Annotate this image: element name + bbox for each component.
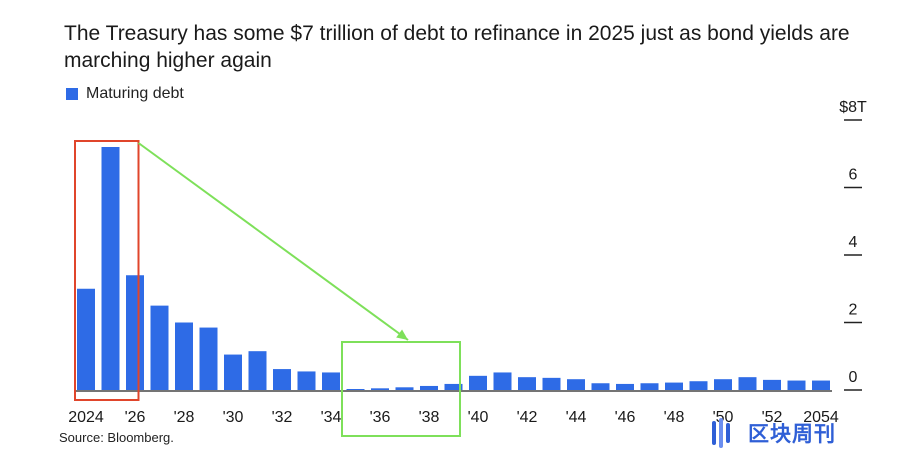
x-tick-label: '38 (419, 409, 440, 426)
y-tick-label: 2 (849, 302, 858, 319)
bar (714, 379, 732, 390)
watermark-text: 区块周刊 (748, 422, 836, 446)
legend-label: Maturing debt (86, 85, 184, 102)
y-tick-label: 4 (849, 234, 858, 251)
bar (444, 383, 463, 390)
watermark-logo-icon (712, 418, 730, 448)
bar (787, 380, 806, 390)
y-tick-label: 6 (849, 167, 858, 184)
bar (77, 288, 95, 390)
x-tick-label: '30 (223, 409, 244, 426)
x-tick-label: '52 (762, 409, 783, 426)
x-tick-label: '48 (664, 409, 685, 426)
bar (420, 385, 438, 390)
bar (640, 383, 659, 390)
highlight-box-green (341, 341, 461, 437)
bar (346, 389, 365, 390)
x-tick-label: '42 (517, 409, 538, 426)
bar (150, 305, 169, 390)
x-tick-label: '50 (713, 409, 734, 426)
bar (542, 377, 561, 390)
x-tick-label: '34 (321, 409, 342, 426)
x-tick-label: '28 (174, 409, 195, 426)
bar (395, 387, 414, 390)
source-note: Source: Bloomberg. (59, 430, 174, 445)
chart-legend: Maturing debt (66, 85, 184, 103)
x-tick-label: 2024 (68, 409, 104, 426)
bar (273, 369, 291, 390)
bar (518, 377, 536, 390)
bar (322, 372, 340, 390)
chart-title: The Treasury has some $7 trillion of deb… (64, 22, 850, 72)
x-tick-label: '36 (370, 409, 391, 426)
bar (469, 375, 487, 390)
bar (101, 147, 120, 390)
bar (493, 372, 512, 390)
bar (175, 322, 193, 390)
bar (665, 382, 683, 390)
y-tick-label: 0 (849, 369, 858, 386)
y-tick-label: $8T (839, 99, 867, 116)
bar (689, 381, 708, 390)
bar (297, 371, 316, 390)
bar (591, 383, 610, 390)
bar (738, 377, 757, 390)
x-tick-label: '40 (468, 409, 489, 426)
legend-swatch (66, 88, 78, 100)
bar (567, 379, 585, 390)
annotation-arrow-head (396, 329, 408, 340)
annotation-arrow-line (137, 142, 409, 341)
bar (126, 275, 144, 390)
watermark: 区块周刊 (710, 418, 836, 448)
bar (616, 383, 634, 390)
bar (763, 379, 781, 390)
x-tick-label: '26 (125, 409, 146, 426)
x-tick-label: '32 (272, 409, 293, 426)
highlight-box-red (74, 140, 140, 401)
bar (371, 388, 389, 390)
bar (224, 354, 242, 390)
x-tick-label: '44 (566, 409, 587, 426)
bar (248, 351, 267, 390)
bar (812, 380, 830, 390)
x-tick-label: '46 (615, 409, 636, 426)
x-tick-label: 2054 (803, 409, 839, 426)
bar (199, 327, 218, 390)
